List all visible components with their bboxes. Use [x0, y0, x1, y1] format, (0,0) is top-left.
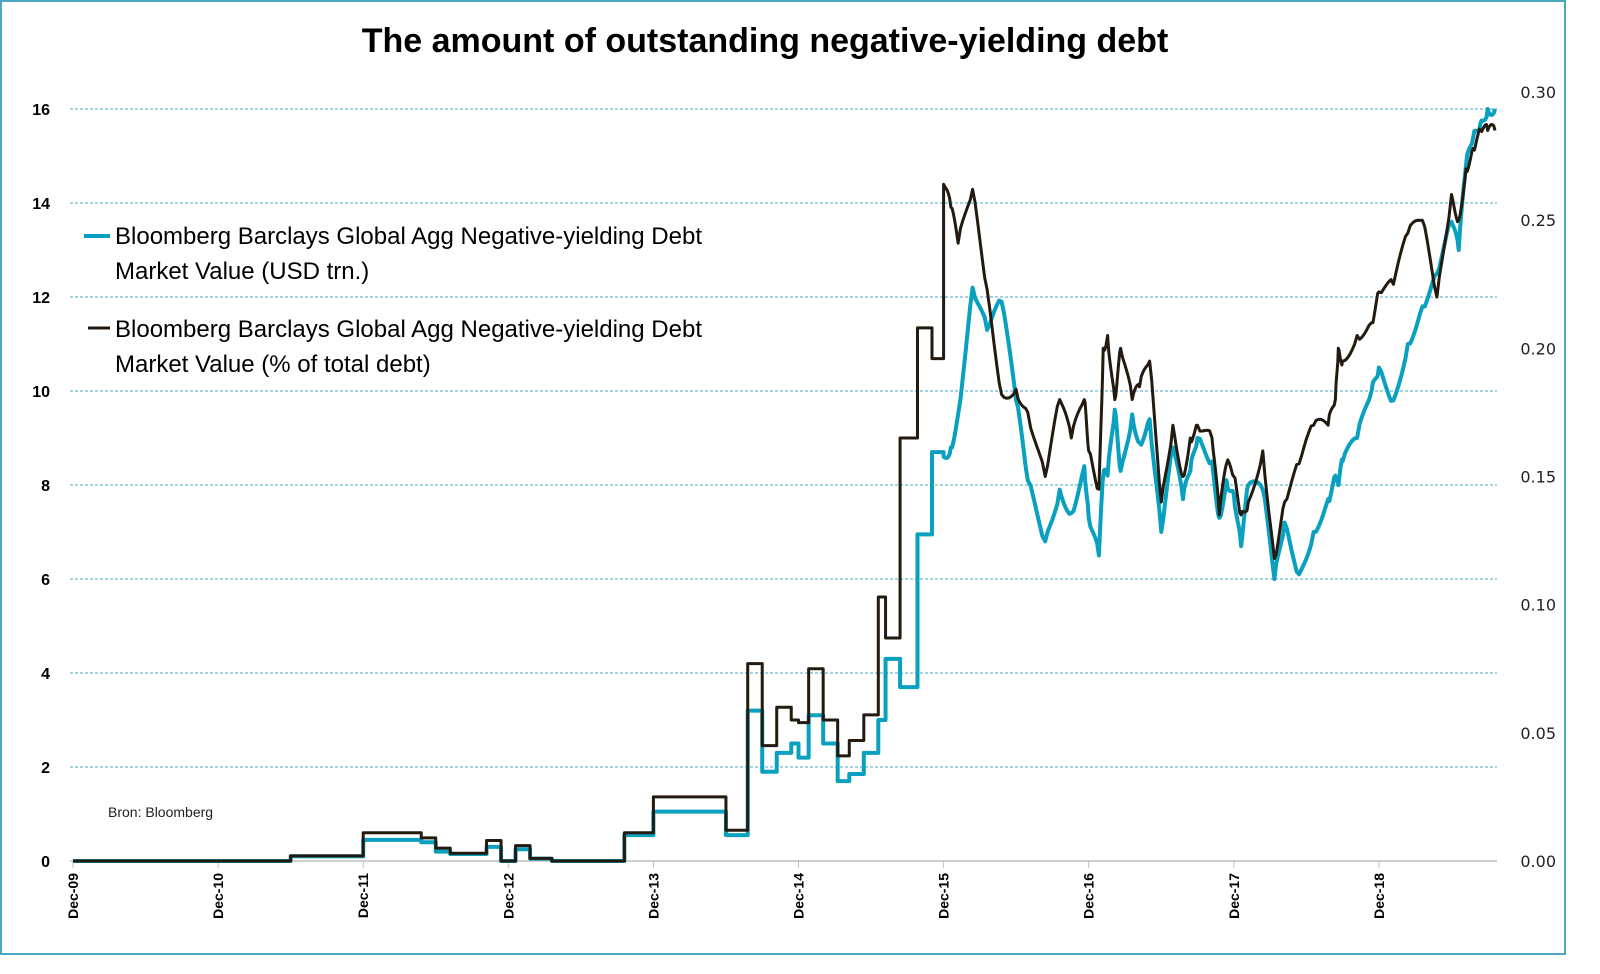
legend-item-usd[interactable]: Bloomberg Barclays Global Agg Negative-y… — [84, 223, 702, 285]
legend-label-pct-line2: Market Value (% of total debt) — [115, 351, 431, 378]
y-right-tick-label: 0.20 — [1520, 339, 1556, 358]
y-left-tick-label: 0 — [41, 854, 50, 871]
series-lines — [73, 107, 1497, 863]
y-right-tick-label: 0.05 — [1520, 724, 1556, 743]
y-right-tick-label: 0.15 — [1520, 468, 1556, 487]
chart-title: The amount of outstanding negative-yield… — [362, 22, 1169, 60]
series-line-pct — [73, 123, 1497, 863]
legend: Bloomberg Barclays Global Agg Negative-y… — [84, 223, 702, 378]
x-tick-label: Dec-17 — [1226, 873, 1242, 919]
x-tick-label: Dec-09 — [65, 873, 81, 919]
x-tick-label: Dec-15 — [936, 873, 952, 919]
chart-frame — [0, 0, 1566, 955]
x-tick-label: Dec-13 — [645, 873, 661, 919]
y-right-tick-label: 0.25 — [1520, 211, 1556, 230]
gridlines — [70, 108, 1497, 768]
legend-label-pct-line1: Bloomberg Barclays Global Agg Negative-y… — [115, 316, 702, 343]
y-left-tick-label: 10 — [32, 384, 50, 401]
x-tick-label: Dec-11 — [355, 873, 371, 918]
x-tick-label: Dec-12 — [500, 873, 516, 919]
y-left-tick-label: 6 — [41, 572, 50, 589]
axes: 0 2 4 6 8 10 12 14 16 0.00 0.05 0.10 0.15 0.20 0.25 0.3… — [32, 83, 1556, 919]
legend-label-usd-line1: Bloomberg Barclays Global Agg Negative-y… — [115, 223, 702, 250]
legend-item-pct[interactable]: Bloomberg Barclays Global Agg Negative-y… — [88, 316, 702, 378]
source-note: Bron: Bloomberg — [108, 804, 213, 820]
x-tick-label: Dec-16 — [1081, 873, 1097, 919]
y-right-tick-label: 0.30 — [1520, 83, 1556, 102]
y-left-tick-label: 14 — [32, 196, 50, 213]
x-tick-label: Dec-18 — [1371, 873, 1387, 919]
legend-label-usd-line2: Market Value (USD trn.) — [115, 258, 369, 285]
y-left-tick-label: 4 — [41, 666, 50, 683]
series-line-usd — [73, 107, 1497, 863]
y-left-tick-label: 16 — [32, 102, 50, 119]
y-left-tick-label: 12 — [32, 290, 50, 307]
y-left-tick-label: 2 — [41, 760, 50, 777]
x-tick-label: Dec-14 — [791, 873, 807, 919]
y-right-tick-label: 0.10 — [1520, 596, 1556, 615]
y-left-tick-label: 8 — [41, 478, 50, 495]
y-right-tick-label: 0.00 — [1520, 852, 1556, 871]
x-tick-label: Dec-10 — [210, 873, 226, 919]
